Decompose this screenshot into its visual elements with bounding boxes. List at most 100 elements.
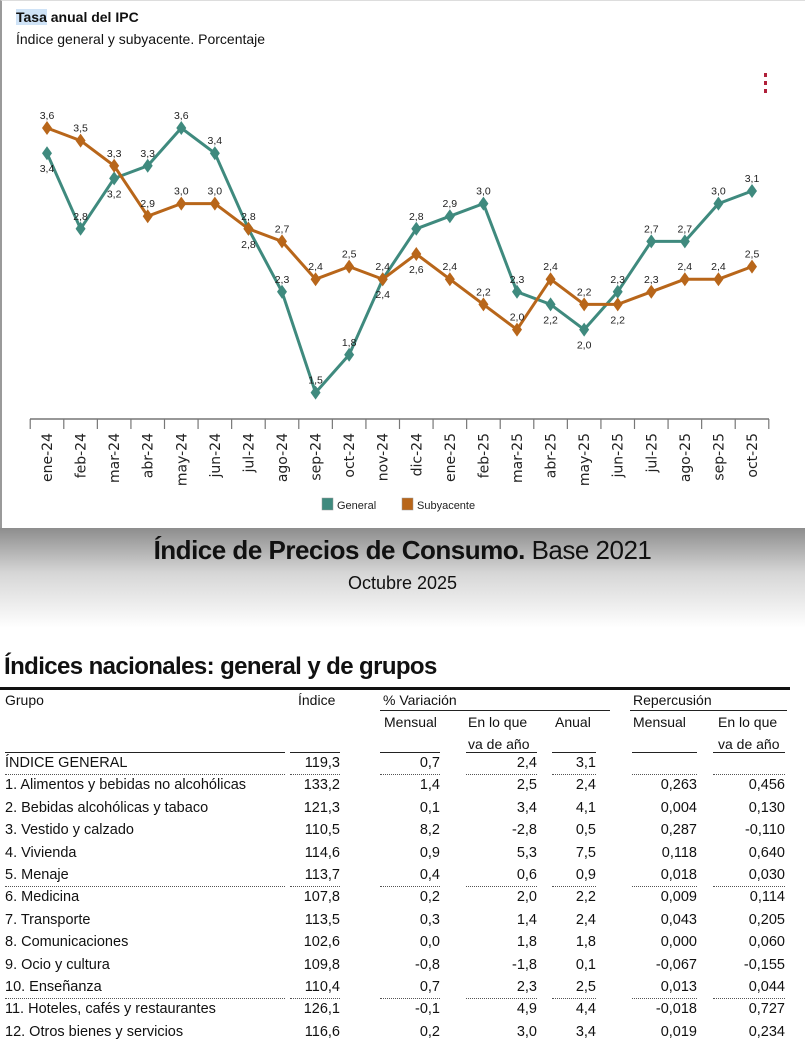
data-point-marker xyxy=(344,259,355,274)
cell-anual: 2,4 xyxy=(575,911,596,928)
cell-mensual: 0,2 xyxy=(419,889,440,906)
cell-rep-mensual: 0,263 xyxy=(660,777,697,794)
document-subtitle: Octubre 2025 xyxy=(347,573,458,593)
cell-en-lo-que: 1,8 xyxy=(516,934,537,951)
x-tick-label: jul-24 xyxy=(241,433,257,474)
data-label: 2,4 xyxy=(375,289,390,301)
data-label: 2,4 xyxy=(375,261,390,273)
cell-anual: 0,9 xyxy=(575,867,596,883)
data-point-marker xyxy=(545,272,556,287)
cell-en-lo-que: -1,8 xyxy=(512,956,537,973)
data-point-marker xyxy=(142,158,153,173)
data-label: 2,9 xyxy=(140,198,155,210)
document-title-regular: Base 2021 xyxy=(524,535,652,565)
vertical-ellipsis-icon[interactable] xyxy=(762,73,768,93)
cell-anual: 0,1 xyxy=(575,956,596,973)
cell-rep-mensual: 0,013 xyxy=(660,979,697,995)
data-point-marker xyxy=(411,247,422,261)
x-tick-label: may-24 xyxy=(174,433,190,486)
cell-rep-en-lo-que: 0,130 xyxy=(748,799,785,816)
cell-mensual: 0,4 xyxy=(419,867,440,883)
data-point-marker xyxy=(209,146,220,161)
data-point-marker xyxy=(444,209,455,224)
cell-grupo: 2. Bebidas alcohólicas y tabaco xyxy=(5,799,209,816)
data-point-marker xyxy=(277,284,287,299)
cell-rep-mensual: 0,018 xyxy=(660,867,697,883)
data-label: 3,4 xyxy=(208,135,223,147)
data-label: 1,5 xyxy=(308,375,323,387)
cell-en-lo-que: 1,4 xyxy=(516,911,537,928)
data-point-marker xyxy=(109,158,120,173)
x-tick-label: may-25 xyxy=(577,433,593,486)
cell-grupo: ÍNDICE GENERAL xyxy=(5,755,128,771)
data-label: 2,4 xyxy=(678,261,693,273)
dotted-separator xyxy=(5,998,285,1000)
data-point-marker xyxy=(713,196,724,211)
cell-indice: 119,3 xyxy=(304,755,340,771)
data-label: 3,6 xyxy=(40,110,55,122)
cell-rep-mensual: 0,019 xyxy=(660,1023,697,1040)
cell-grupo: 9. Ocio y cultura xyxy=(5,956,110,973)
cell-grupo: 4. Vivienda xyxy=(5,844,77,861)
table-row: ÍNDICE GENERAL 119,3 0,7 2,4 3,1 xyxy=(0,753,805,775)
cell-rep-en-lo-que: 0,114 xyxy=(749,889,785,906)
cell-rep-en-lo-que: 0,234 xyxy=(748,1023,785,1040)
cell-indice: 110,5 xyxy=(304,822,340,839)
chart-subtitle: Índice general y subyacente. Porcentaje xyxy=(16,31,266,47)
column-header-rule xyxy=(552,752,596,753)
table-row: 4. Vivienda 114,6 0,9 5,3 7,5 0,118 0,640 xyxy=(0,843,805,865)
cell-rep-en-lo-que: 0,030 xyxy=(748,867,785,883)
cell-en-lo-que: 3,4 xyxy=(516,799,537,816)
x-tick-label: oct-25 xyxy=(745,433,761,478)
cell-mensual: -0,8 xyxy=(415,956,440,973)
x-tick-label: sep-24 xyxy=(309,433,325,481)
data-label: 2,4 xyxy=(443,261,458,273)
table-row: 6. Medicina 107,8 0,2 2,0 2,2 0,009 0,114 xyxy=(0,887,805,909)
data-label: 2,2 xyxy=(610,314,625,326)
data-label: 2,4 xyxy=(308,261,323,273)
data-label: 2,2 xyxy=(476,286,491,298)
line-chart: ene-24 feb-24 mar-24 abr-24 may-24 jun-24 jul-… xyxy=(29,110,770,512)
table-row: 8. Comunicaciones 102,6 0,0 1,8 1,8 0,000 0,06… xyxy=(0,932,805,954)
header-anual: Anual xyxy=(555,714,591,730)
cell-rep-en-lo-que: 0,640 xyxy=(748,844,785,861)
data-label: 2,9 xyxy=(443,198,458,210)
table-row: 12. Otros bienes y servicios 116,6 0,2 3,0 3… xyxy=(0,1022,805,1044)
data-point-marker xyxy=(344,347,355,362)
data-label: 3,6 xyxy=(174,110,189,122)
x-tick-label: feb-25 xyxy=(476,433,492,478)
header-rep-en-lo-que: En lo que xyxy=(718,714,778,730)
x-tick-label: ago-25 xyxy=(678,433,694,482)
cell-grupo: 1. Alimentos y bebidas no alcohólicas xyxy=(5,777,247,794)
column-header-rule xyxy=(380,752,440,753)
cell-indice: 113,7 xyxy=(304,867,340,883)
cell-anual: 4,1 xyxy=(575,799,596,816)
data-point-marker xyxy=(747,259,757,274)
cell-grupo: 6. Medicina xyxy=(5,889,80,906)
data-point-marker xyxy=(277,234,287,249)
dotted-separator xyxy=(290,998,340,1000)
x-tick-label: sep-25 xyxy=(711,433,727,481)
cell-anual: 1,8 xyxy=(575,934,596,951)
cell-en-lo-que: 0,6 xyxy=(516,867,537,883)
x-tick-label: ene-25 xyxy=(443,433,459,482)
cell-en-lo-que: 3,0 xyxy=(516,1023,537,1040)
data-label: 2,7 xyxy=(678,223,693,235)
series-line-subyacente xyxy=(46,126,753,332)
cell-en-lo-que: 2,0 xyxy=(516,889,537,906)
cell-rep-mensual: 0,009 xyxy=(660,889,697,906)
data-point-marker xyxy=(75,133,86,148)
table-row: 7. Transporte 113,5 0,3 1,4 2,4 0,043 0,205 xyxy=(0,910,805,932)
data-label: 2,2 xyxy=(543,314,558,326)
data-point-marker xyxy=(411,221,422,236)
legend-swatch-general xyxy=(321,497,334,511)
cell-rep-mensual: 0,000 xyxy=(660,934,697,951)
data-point-marker xyxy=(679,272,690,287)
cell-en-lo-que: 4,9 xyxy=(516,1001,537,1018)
column-header-rule xyxy=(290,752,340,753)
cell-mensual: 0,2 xyxy=(419,1023,440,1040)
x-tick-label: feb-24 xyxy=(74,433,90,478)
x-tick-label: oct-24 xyxy=(342,433,358,478)
dotted-separator xyxy=(466,998,537,1000)
table-row: 10. Enseñanza 110,4 0,7 2,3 2,5 0,013 0,044 xyxy=(0,977,805,999)
